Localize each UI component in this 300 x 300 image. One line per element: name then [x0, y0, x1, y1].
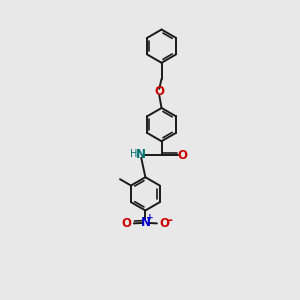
Text: O: O	[154, 85, 164, 98]
Text: O: O	[178, 148, 188, 162]
Text: -: -	[168, 214, 173, 227]
Text: N: N	[140, 215, 150, 229]
Text: +: +	[146, 213, 153, 222]
Text: N: N	[136, 148, 146, 161]
Text: H: H	[130, 149, 137, 159]
Text: O: O	[160, 217, 170, 230]
Text: O: O	[121, 217, 131, 230]
